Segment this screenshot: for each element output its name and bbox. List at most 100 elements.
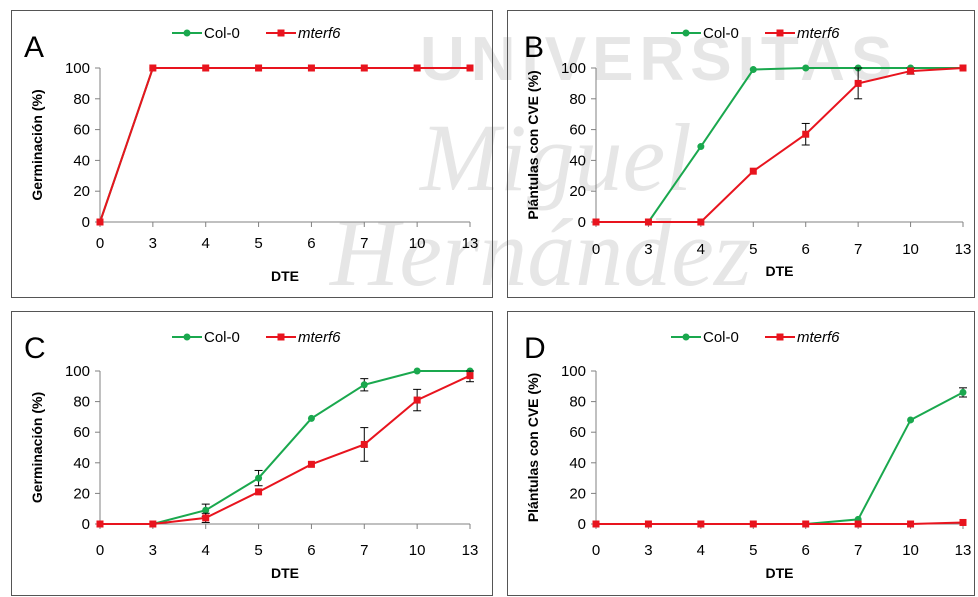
series-line-col-0 (596, 391, 964, 525)
legend-label-col-0: Col-0 (703, 329, 739, 346)
y-tick-label: 80 (73, 394, 90, 411)
panel-letter-d: D (524, 332, 546, 365)
legend-label-mterf6: mterf6 (298, 25, 341, 42)
x-tick-label: 6 (307, 542, 315, 559)
data-point-mterf6 (697, 520, 705, 528)
x-axis-label: DTE (766, 263, 794, 279)
x-axis-label: DTE (766, 565, 794, 581)
data-point-mterf6 (592, 218, 600, 226)
data-point-mterf6 (959, 64, 967, 72)
legend-label-col-0: Col-0 (703, 25, 739, 42)
series-line-mterf6 (99, 67, 470, 223)
x-tick-label: 3 (149, 235, 157, 252)
y-tick-label: 0 (82, 516, 90, 533)
x-tick-label: 10 (409, 235, 426, 252)
data-point-mterf6 (255, 488, 263, 496)
data-point-col-0 (749, 66, 757, 74)
data-point-mterf6 (96, 520, 104, 528)
y-tick-label: 100 (561, 60, 586, 77)
data-point-mterf6 (96, 218, 104, 226)
panel-letter-a: A (24, 31, 44, 64)
x-tick-label: 7 (360, 542, 368, 559)
y-tick-label: 40 (73, 152, 90, 169)
series-line-mterf6 (596, 521, 964, 525)
x-tick-label: 6 (802, 241, 810, 258)
x-tick-label: 0 (96, 235, 104, 252)
x-tick-label: 0 (96, 542, 104, 559)
x-tick-label: 7 (854, 542, 862, 559)
y-tick-label: 80 (73, 91, 90, 108)
data-point-col-0 (360, 381, 368, 389)
y-tick-label: 60 (73, 122, 90, 139)
y-tick-label: 0 (578, 214, 586, 231)
data-point-mterf6 (749, 520, 757, 528)
data-point-mterf6 (413, 396, 421, 404)
data-point-mterf6 (749, 167, 757, 175)
y-tick-label: 100 (65, 363, 90, 380)
data-point-mterf6 (907, 520, 915, 528)
data-point-mterf6 (466, 64, 474, 72)
data-point-mterf6 (149, 520, 157, 528)
legend-marker-mterf6 (277, 333, 285, 341)
y-tick-label: 60 (569, 424, 586, 441)
data-point-mterf6 (644, 218, 652, 226)
y-tick-label: 60 (73, 424, 90, 441)
data-point-col-0 (959, 388, 967, 396)
x-tick-label: 3 (644, 542, 652, 559)
y-tick-label: 40 (73, 455, 90, 472)
data-point-mterf6 (802, 520, 810, 528)
x-tick-label: 5 (254, 542, 262, 559)
legend-label-col-0: Col-0 (204, 25, 240, 42)
x-tick-label: 13 (955, 542, 972, 559)
series-line-mterf6 (596, 67, 964, 223)
y-tick-label: 40 (569, 152, 586, 169)
data-point-mterf6 (854, 79, 862, 87)
data-point-mterf6 (202, 64, 210, 72)
legend-marker-col-0 (183, 29, 191, 37)
panel-letter-c: C (24, 332, 46, 365)
data-point-col-0 (907, 416, 915, 424)
x-tick-label: 5 (254, 235, 262, 252)
y-tick-label: 100 (65, 60, 90, 77)
panel-letter-b: B (524, 31, 544, 64)
x-tick-label: 0 (592, 241, 600, 258)
legend-label-mterf6: mterf6 (797, 329, 840, 346)
x-tick-label: 5 (749, 241, 757, 258)
legend-marker-col-0 (183, 333, 191, 341)
data-point-col-0 (802, 64, 810, 72)
series-line-col-0 (100, 370, 470, 525)
y-tick-label: 80 (569, 91, 586, 108)
legend-marker-col-0 (682, 333, 690, 341)
chart-panel-d: D 0 20 40 60 80 100 0 3 4 5 6 7 10 13 DTE Plántulas con … (507, 311, 975, 596)
x-tick-label: 6 (307, 235, 315, 252)
data-point-col-0 (255, 474, 263, 482)
x-tick-label: 5 (749, 542, 757, 559)
y-axis-label: Plántulas con CVE (%) (525, 70, 541, 219)
x-axis-label: DTE (271, 268, 299, 284)
x-tick-label: 4 (697, 542, 705, 559)
data-point-mterf6 (854, 520, 862, 528)
chart-a-svg: A 0 20 40 60 80 100 0 3 4 5 6 7 10 13 DTE Germinación (%… (24, 25, 478, 284)
legend-marker-mterf6 (277, 29, 285, 37)
y-tick-label: 20 (73, 183, 90, 200)
data-point-mterf6 (907, 67, 915, 75)
data-point-mterf6 (360, 440, 368, 448)
data-point-mterf6 (255, 64, 263, 72)
x-axis-label: DTE (271, 565, 299, 581)
x-tick-label: 0 (592, 542, 600, 559)
data-point-mterf6 (959, 518, 967, 526)
x-tick-label: 13 (955, 241, 972, 258)
data-point-col-0 (307, 414, 315, 422)
y-tick-label: 40 (569, 455, 586, 472)
data-point-mterf6 (697, 218, 705, 226)
data-point-col-0 (202, 506, 210, 514)
legend-label-col-0: Col-0 (204, 329, 240, 346)
data-point-mterf6 (466, 372, 474, 380)
y-tick-label: 100 (561, 363, 586, 380)
legend-marker-col-0 (682, 29, 690, 37)
chart-panel-a: A 0 20 40 60 80 100 0 3 4 5 6 7 10 13 DTE Germinación (%… (11, 10, 493, 298)
data-point-mterf6 (307, 460, 315, 468)
data-point-mterf6 (202, 514, 210, 522)
x-tick-label: 4 (202, 235, 210, 252)
x-tick-label: 3 (644, 241, 652, 258)
